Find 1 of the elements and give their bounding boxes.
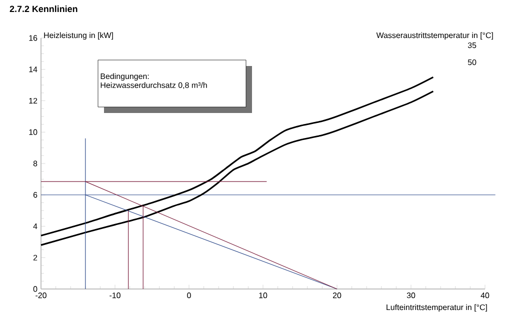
chart-title: 2.7.2 Kennlinien: [10, 6, 78, 12]
